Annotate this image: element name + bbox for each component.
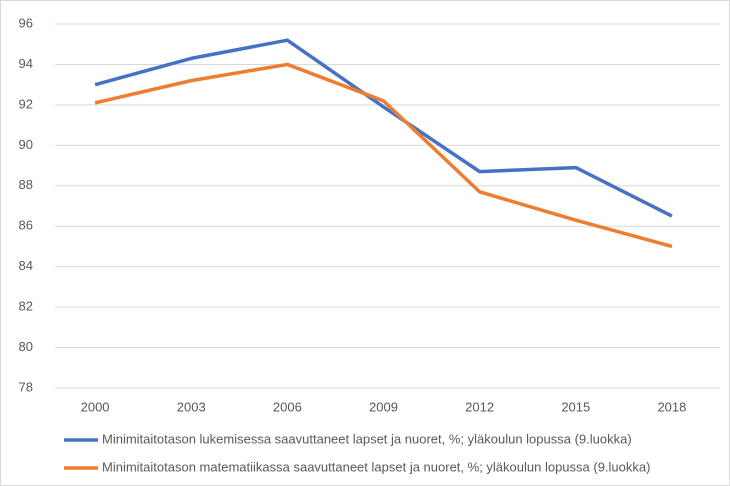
legend-label: Minimitaitotason matematiikassa saavutta… <box>102 459 650 474</box>
x-tick-label: 2012 <box>465 399 494 414</box>
data-line <box>94 38 673 218</box>
x-tick-label: 2018 <box>657 399 686 414</box>
x-tick-label: 2003 <box>177 399 206 414</box>
data-line <box>94 62 673 249</box>
y-tick-label: 92 <box>19 96 33 111</box>
y-tick-label: 94 <box>19 56 33 71</box>
y-tick-label: 86 <box>19 218 33 233</box>
y-tick-label: 90 <box>19 137 33 152</box>
y-tick-label: 88 <box>19 177 33 192</box>
y-tick-label: 84 <box>19 258 33 273</box>
x-tick-label: 2000 <box>81 399 110 414</box>
y-tick-label: 82 <box>19 299 33 314</box>
x-tick-label: 2009 <box>369 399 398 414</box>
x-tick-label: 2015 <box>561 399 590 414</box>
y-tick-label: 78 <box>19 379 33 394</box>
y-tick-label: 96 <box>19 15 33 30</box>
y-tick-label: 80 <box>19 339 33 354</box>
x-tick-label: 2006 <box>273 399 302 414</box>
legend-label: Minimitaitotason lukemisessa saavuttanee… <box>102 431 632 446</box>
